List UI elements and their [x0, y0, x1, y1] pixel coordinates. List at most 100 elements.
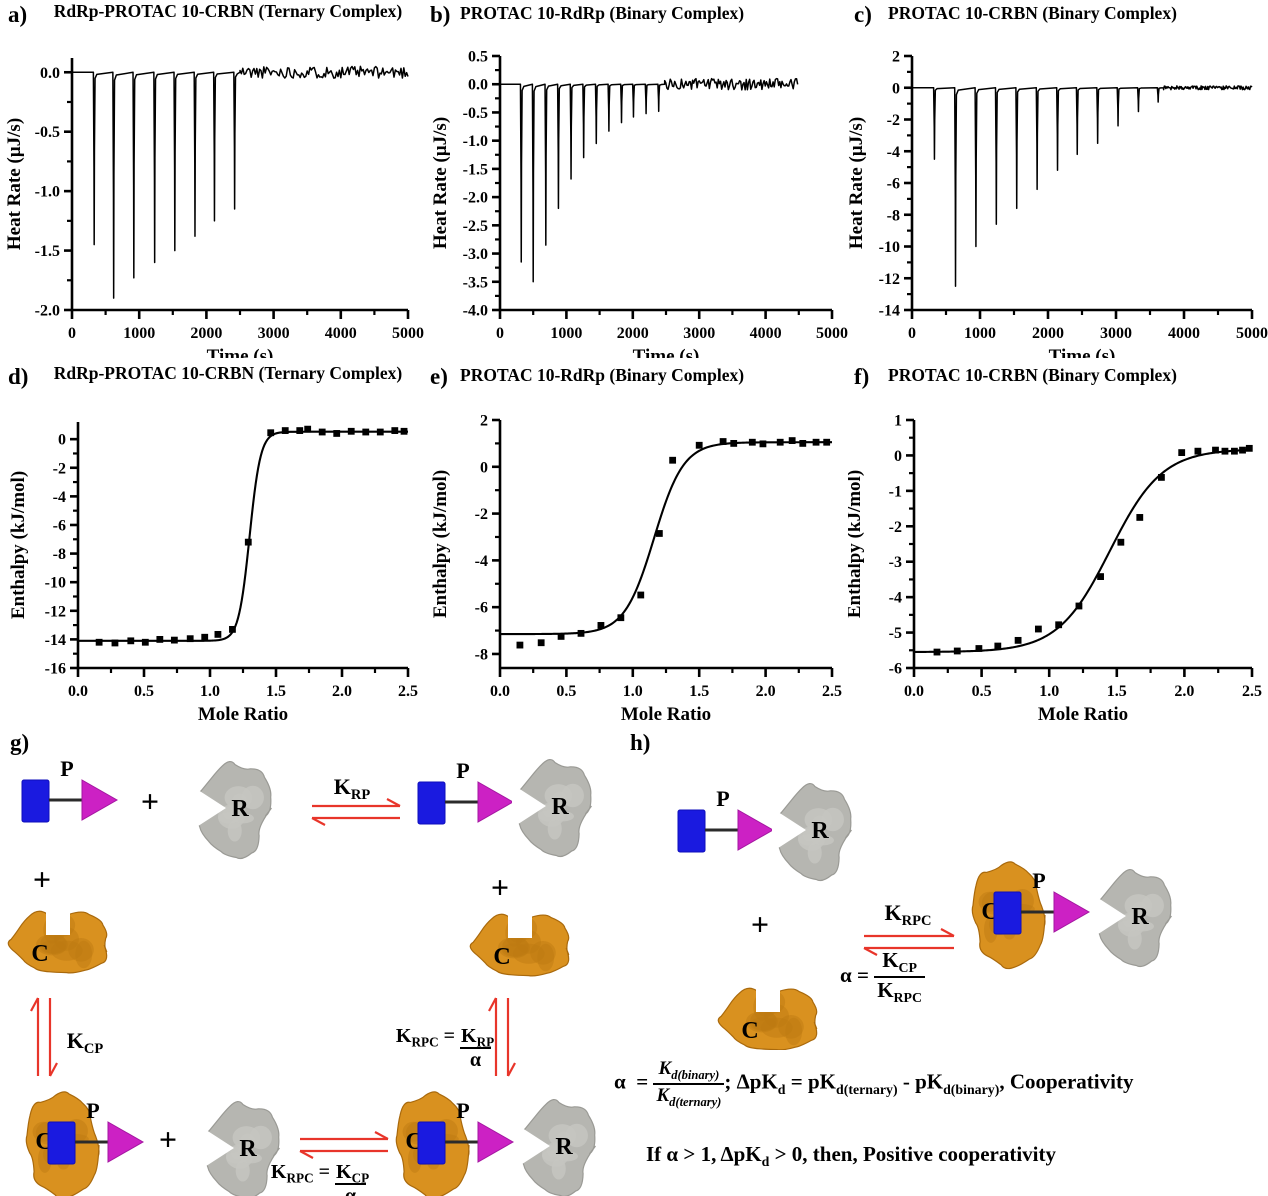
condition-subscript: d [761, 1154, 770, 1170]
cooperativity-condition: If α > 1, ΔpKd > 0, then, Positive coope… [646, 1142, 1056, 1170]
panel-b-plot: 0.5 0.0 -0.5 -1.0 -1.5 -2.0 -2.5 -3.0 -3.5 -4.0 0 1… [430, 49, 848, 359]
svg-text:P: P [456, 1098, 469, 1123]
svg-text:0.0: 0.0 [490, 683, 510, 700]
svg-text:-2: -2 [889, 519, 902, 536]
e3-ligase-c: C [717, 982, 818, 1050]
svg-text:-2.5: -2.5 [463, 218, 488, 235]
svg-text:+: + [141, 783, 159, 819]
panel-e: e) PROTAC 10-RdRp (Binary Complex) 2 0 -2 -… [424, 362, 848, 730]
svg-text:Enthalpy (kJ/mol): Enthalpy (kJ/mol) [848, 470, 865, 618]
kcp-symbol: K [882, 948, 899, 972]
equilibrium-constant-label: KCP [67, 1028, 104, 1057]
panel-f-title: PROTAC 10-CRBN (Binary Complex) [888, 365, 1177, 385]
svg-text:KRP: KRP [334, 774, 371, 803]
svg-text:KRPC: KRPC [885, 900, 932, 929]
plus-sign: + [33, 861, 51, 897]
kd-ternary-symbol: K [656, 1084, 670, 1106]
svg-text:1.5: 1.5 [689, 683, 709, 700]
target-protein-r: R [192, 761, 272, 860]
svg-text:-10: -10 [879, 239, 900, 256]
svg-text:0.0: 0.0 [68, 683, 88, 700]
svg-text:-1.0: -1.0 [463, 133, 488, 150]
krpc-subscript: RPC [893, 990, 923, 1006]
svg-text:4000: 4000 [1168, 325, 1200, 342]
plus-sign: + [141, 783, 159, 819]
minus-sign: - [902, 1069, 910, 1094]
equilibrium-constant-label: KRP [334, 774, 371, 803]
kcp-subscript: CP [898, 960, 918, 976]
target-protein-r: R [200, 1101, 280, 1196]
svg-text:-2: -2 [53, 460, 66, 477]
svg-text:-6: -6 [887, 176, 900, 193]
svg-text:2.0: 2.0 [332, 683, 352, 700]
protac-molecule: P [677, 786, 775, 853]
svg-text:0: 0 [908, 325, 916, 342]
svg-text:α: α [345, 1185, 356, 1196]
equals-sign-3: = [790, 1069, 803, 1094]
svg-text:KCP: KCP [67, 1028, 104, 1057]
svg-text:+: + [159, 1121, 177, 1157]
svg-text:Mole Ratio: Mole Ratio [1038, 704, 1128, 725]
alpha-symbol-2: α [614, 1069, 626, 1094]
svg-text:3000: 3000 [683, 325, 715, 342]
target-protein-r: R [1092, 869, 1172, 968]
svg-text:-4: -4 [887, 144, 900, 161]
semicolon: ; [724, 1069, 732, 1094]
svg-text:P: P [1032, 868, 1045, 893]
svg-text:5000: 5000 [816, 325, 848, 342]
panel-b-label: b) [430, 2, 451, 27]
equals-sign: = [856, 963, 869, 987]
panel-d-label: d) [8, 364, 29, 389]
svg-text:KRP: KRP [461, 1025, 494, 1049]
e3-ligase-c: C [7, 905, 108, 974]
cooperativity-word: Cooperativity [1009, 1069, 1134, 1094]
svg-text:R: R [551, 794, 569, 820]
plus-sign: + [751, 906, 769, 942]
svg-text:-12: -12 [879, 271, 900, 288]
svg-text:-2.0: -2.0 [35, 303, 60, 320]
svg-text:-10: -10 [45, 575, 66, 592]
svg-text:Enthalpy (kJ/mol): Enthalpy (kJ/mol) [430, 470, 451, 618]
target-protein-r: R [516, 1099, 596, 1196]
svg-text:2: 2 [480, 413, 488, 430]
panel-a-title: RdRp-PROTAC 10-CRBN (Ternary Complex) [53, 1, 403, 21]
svg-text:2.5: 2.5 [398, 683, 418, 700]
svg-text:0: 0 [496, 325, 504, 342]
svg-text:1000: 1000 [964, 325, 996, 342]
kd-ternary-subscript: d(ternary) [669, 1094, 722, 1109]
protac-molecule: P [993, 868, 1091, 935]
svg-text:5000: 5000 [1236, 325, 1268, 342]
svg-text:Time (s): Time (s) [633, 346, 700, 358]
svg-text:-1.5: -1.5 [35, 243, 60, 260]
svg-text:-0.5: -0.5 [35, 124, 60, 141]
svg-text:3000: 3000 [1100, 325, 1132, 342]
e3-ligase-c: C [469, 908, 570, 977]
pkd-binary-subscript: d(binary) [943, 1081, 1000, 1097]
svg-text:2.5: 2.5 [822, 683, 842, 700]
svg-text:+: + [751, 906, 769, 942]
svg-text:Heat Rate (µJ/s): Heat Rate (µJ/s) [4, 118, 25, 250]
panel-f: f) PROTAC 10-CRBN (Binary Complex) 1 0 -1 -… [848, 362, 1268, 730]
protac-molecule: P [417, 1098, 515, 1165]
delta-pkd: ΔpK [736, 1069, 778, 1094]
target-protein-r: R [512, 759, 592, 858]
svg-text:R: R [811, 818, 829, 844]
svg-text:-8: -8 [475, 646, 488, 663]
panel-a: a) RdRp-PROTAC 10-CRBN (Ternary Complex)… [0, 0, 424, 360]
svg-text:0.0: 0.0 [904, 683, 924, 700]
panel-e-plot: 2 0 -2 -4 -6 -8 0.0 0.5 1.0 1.5 2.0 2.5 Mole Ratio En… [430, 413, 842, 726]
equals-sign-2: = [636, 1069, 649, 1094]
svg-text:-1.5: -1.5 [463, 161, 488, 178]
svg-text:0.5: 0.5 [972, 683, 992, 700]
svg-text:5000: 5000 [392, 325, 424, 342]
svg-text:-8: -8 [53, 546, 66, 563]
svg-text:1.0: 1.0 [623, 683, 643, 700]
plus-sign: + [159, 1121, 177, 1157]
svg-text:P: P [456, 758, 469, 783]
equilibrium-arrow [311, 798, 401, 826]
equilibrium-constant-label: KRPC [885, 900, 932, 929]
svg-text:1.0: 1.0 [1039, 683, 1059, 700]
panel-g: g) P + R + C KRP P R + C KCP KRPC = KRP α C P + R KRPC = KC… [0, 730, 620, 1196]
